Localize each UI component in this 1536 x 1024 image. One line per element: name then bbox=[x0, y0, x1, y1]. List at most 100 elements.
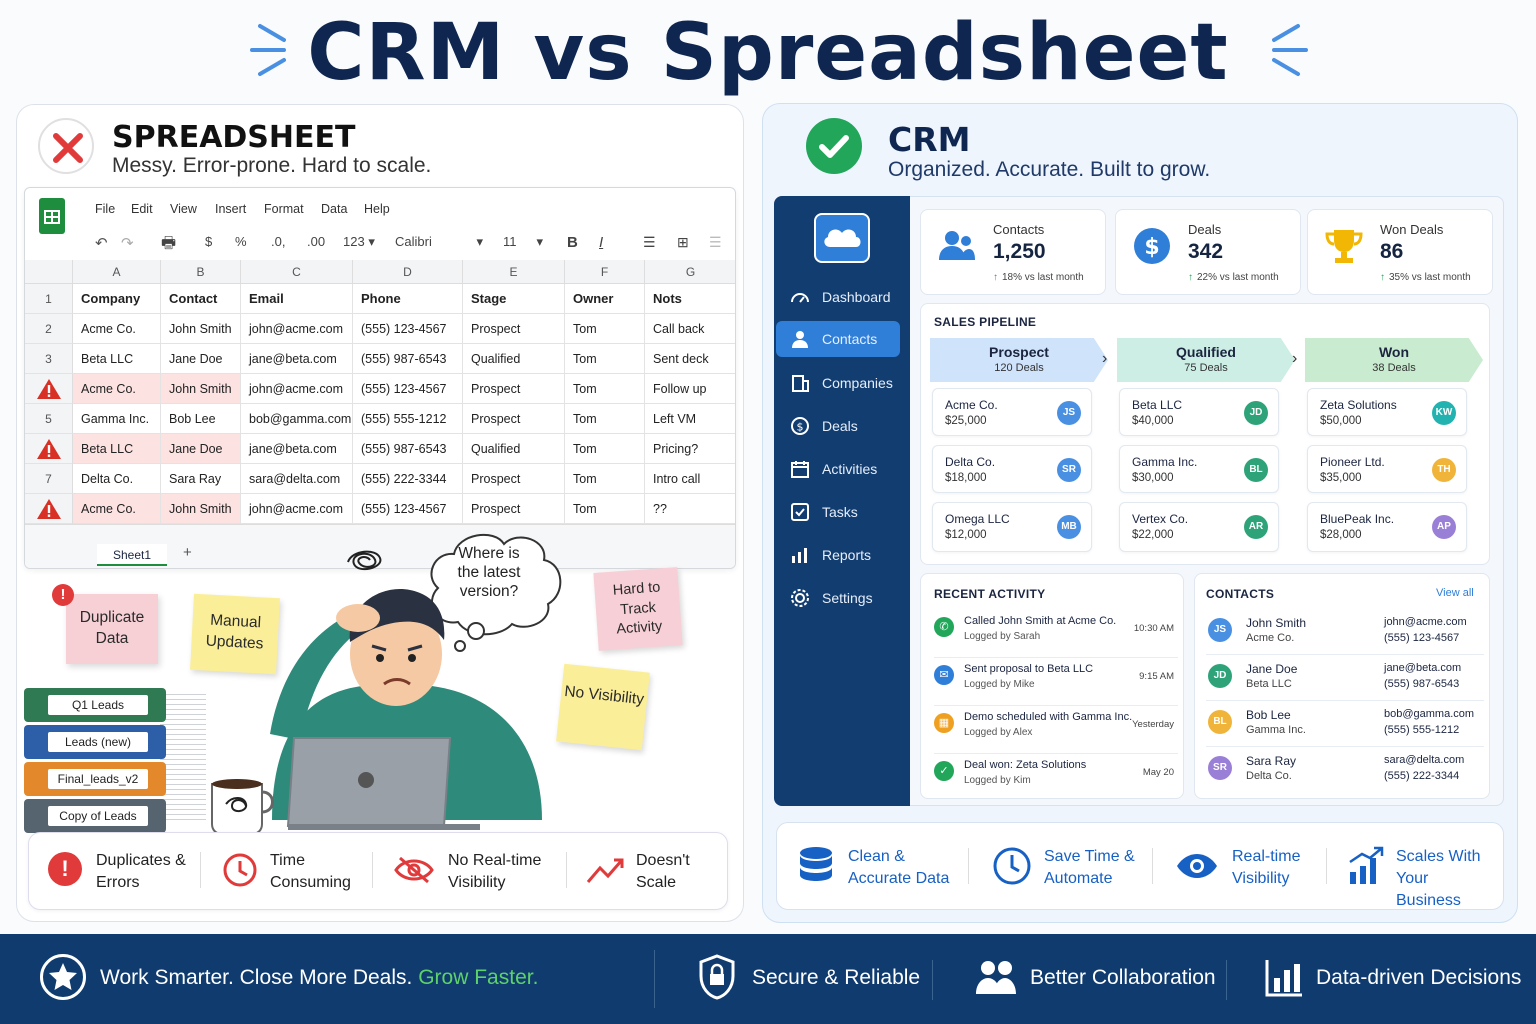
deal-card[interactable]: Gamma Inc. $30,000 BL bbox=[1119, 445, 1279, 493]
table-cell[interactable]: (555) 987-6543 bbox=[353, 434, 463, 464]
table-cell[interactable]: Acme Co. bbox=[73, 314, 161, 344]
deal-card[interactable]: Zeta Solutions $50,000 KW bbox=[1307, 388, 1467, 436]
table-cell[interactable]: Tom bbox=[565, 464, 645, 494]
column-header[interactable]: G bbox=[645, 260, 735, 284]
table-cell[interactable]: Beta LLC bbox=[73, 434, 161, 464]
deal-card[interactable]: Beta LLC $40,000 JD bbox=[1119, 388, 1279, 436]
bold-button[interactable]: B bbox=[567, 234, 578, 251]
table-cell[interactable]: (555) 987-6543 bbox=[353, 344, 463, 374]
header-cell[interactable]: Company bbox=[73, 284, 161, 314]
header-cell[interactable]: Contact bbox=[161, 284, 241, 314]
row-number[interactable]: 1 bbox=[25, 284, 73, 314]
deal-card[interactable]: Pioneer Ltd. $35,000 TH bbox=[1307, 445, 1467, 493]
table-cell[interactable]: Tom bbox=[565, 344, 645, 374]
table-cell[interactable]: Jane Doe bbox=[161, 344, 241, 374]
column-header[interactable]: E bbox=[463, 260, 565, 284]
menu-item-help[interactable]: Help bbox=[364, 202, 390, 216]
sidebar-item-dashboard[interactable]: Dashboard bbox=[822, 289, 891, 305]
column-header[interactable]: C bbox=[241, 260, 353, 284]
deal-card[interactable]: Vertex Co. $22,000 AR bbox=[1119, 502, 1279, 552]
activity-item[interactable]: ✆ Called John Smith at Acme Co. Logged by … bbox=[934, 615, 1178, 661]
contact-row[interactable]: SR Sara Ray Delta Co. sara@delta.com (555) 2… bbox=[1206, 750, 1484, 794]
header-cell[interactable]: Email bbox=[241, 284, 353, 314]
currency-button[interactable]: $ bbox=[205, 234, 213, 249]
table-cell[interactable]: Acme Co. bbox=[73, 374, 161, 404]
menu-item-edit[interactable]: Edit bbox=[131, 202, 153, 216]
add-sheet-button[interactable]: + bbox=[183, 544, 192, 561]
deal-card[interactable]: Omega LLC $12,000 MB bbox=[932, 502, 1092, 552]
header-cell[interactable]: Nots bbox=[645, 284, 735, 314]
wrap-icon[interactable]: ⊞ bbox=[677, 234, 689, 250]
table-cell[interactable]: (555) 123-4567 bbox=[353, 314, 463, 344]
table-cell[interactable]: John Smith bbox=[161, 374, 241, 404]
pipeline-stage-qualified[interactable]: Qualified 75 Deals bbox=[1117, 338, 1295, 382]
table-cell[interactable]: Prospect bbox=[463, 494, 565, 524]
header-cell[interactable]: Stage bbox=[463, 284, 565, 314]
table-cell[interactable]: Prospect bbox=[463, 314, 565, 344]
table-cell[interactable]: Intro call bbox=[645, 464, 735, 494]
table-cell[interactable]: bob@gamma.com bbox=[241, 404, 353, 434]
table-cell[interactable]: Gamma Inc. bbox=[73, 404, 161, 434]
row-number[interactable]: 7 bbox=[25, 464, 73, 494]
table-cell[interactable]: Jane Doe bbox=[161, 434, 241, 464]
table-cell[interactable]: Bob Lee bbox=[161, 404, 241, 434]
table-cell[interactable]: Qualified bbox=[463, 344, 565, 374]
table-cell[interactable]: Tom bbox=[565, 314, 645, 344]
sidebar-item-reports[interactable]: Reports bbox=[822, 547, 872, 563]
menu-item-view[interactable]: View bbox=[170, 202, 197, 216]
column-header[interactable]: F bbox=[565, 260, 645, 284]
deal-card[interactable]: Acme Co. $25,000 JS bbox=[932, 388, 1092, 436]
sidebar-item-tasks[interactable]: Tasks bbox=[822, 504, 858, 520]
increase-decimal-button[interactable]: .00 bbox=[307, 234, 326, 249]
print-icon[interactable]: 🖶 bbox=[161, 235, 177, 252]
table-cell[interactable]: Prospect bbox=[463, 374, 565, 404]
table-cell[interactable]: Qualified bbox=[463, 434, 565, 464]
menu-item-data[interactable]: Data bbox=[321, 202, 348, 216]
table-cell[interactable]: john@acme.com bbox=[241, 374, 353, 404]
table-cell[interactable]: Delta Co. bbox=[73, 464, 161, 494]
pipeline-stage-won[interactable]: Won 38 Deals bbox=[1305, 338, 1483, 382]
table-cell[interactable]: Tom bbox=[565, 434, 645, 464]
sidebar-item-companies[interactable]: Companies bbox=[822, 375, 893, 391]
table-cell[interactable]: (555) 123-4567 bbox=[353, 374, 463, 404]
table-cell[interactable]: john@acme.com bbox=[241, 494, 353, 524]
table-cell[interactable]: Tom bbox=[565, 374, 645, 404]
sidebar-item-settings[interactable]: Settings bbox=[822, 590, 873, 606]
row-number[interactable]: 2 bbox=[25, 314, 73, 344]
column-header[interactable]: A bbox=[73, 260, 161, 284]
sidebar-item-deals[interactable]: Deals bbox=[822, 418, 858, 434]
menu-item-insert[interactable]: Insert bbox=[215, 202, 247, 216]
table-cell[interactable]: Sara Ray bbox=[161, 464, 241, 494]
number-format-select[interactable]: 123 ▾ bbox=[343, 234, 375, 249]
column-header[interactable]: D bbox=[353, 260, 463, 284]
font-size-select[interactable]: 11 ▾ bbox=[503, 234, 543, 249]
activity-item[interactable]: ▦ Demo scheduled with Gamma Inc. Logged by… bbox=[934, 711, 1178, 757]
table-cell[interactable]: ?? bbox=[645, 494, 735, 524]
contact-row[interactable]: JD Jane Doe Beta LLC jane@beta.com (555) 987… bbox=[1206, 658, 1484, 702]
deal-card[interactable]: Delta Co. $18,000 SR bbox=[932, 445, 1092, 493]
header-cell[interactable]: Owner bbox=[565, 284, 645, 314]
pipeline-stage-prospect[interactable]: Prospect 120 Deals bbox=[930, 338, 1108, 382]
table-cell[interactable]: John Smith bbox=[161, 314, 241, 344]
table-cell[interactable]: Pricing? bbox=[645, 434, 735, 464]
sidebar-item-activities[interactable]: Activities bbox=[822, 461, 878, 477]
table-cell[interactable]: jane@beta.com bbox=[241, 434, 353, 464]
table-cell[interactable]: Acme Co. bbox=[73, 494, 161, 524]
sidebar-item-contacts[interactable]: Contacts bbox=[776, 321, 900, 357]
table-cell[interactable]: Prospect bbox=[463, 464, 565, 494]
table-cell[interactable]: jane@beta.com bbox=[241, 344, 353, 374]
sheet-tab[interactable]: Sheet1 bbox=[97, 544, 167, 566]
table-cell[interactable]: Beta LLC bbox=[73, 344, 161, 374]
align-icon[interactable]: ☰ bbox=[643, 234, 656, 250]
italic-button[interactable]: I bbox=[599, 234, 604, 251]
column-header[interactable]: B bbox=[161, 260, 241, 284]
deal-card[interactable]: BluePeak Inc. $28,000 AP bbox=[1307, 502, 1467, 552]
table-cell[interactable]: Prospect bbox=[463, 404, 565, 434]
more-icon[interactable]: ☰ bbox=[709, 234, 722, 250]
table-cell[interactable]: (555) 555-1212 bbox=[353, 404, 463, 434]
table-cell[interactable]: John Smith bbox=[161, 494, 241, 524]
decrease-decimal-button[interactable]: .0, bbox=[271, 234, 286, 249]
menu-item-file[interactable]: File bbox=[95, 202, 116, 216]
table-cell[interactable]: (555) 123-4567 bbox=[353, 494, 463, 524]
table-cell[interactable]: Tom bbox=[565, 494, 645, 524]
